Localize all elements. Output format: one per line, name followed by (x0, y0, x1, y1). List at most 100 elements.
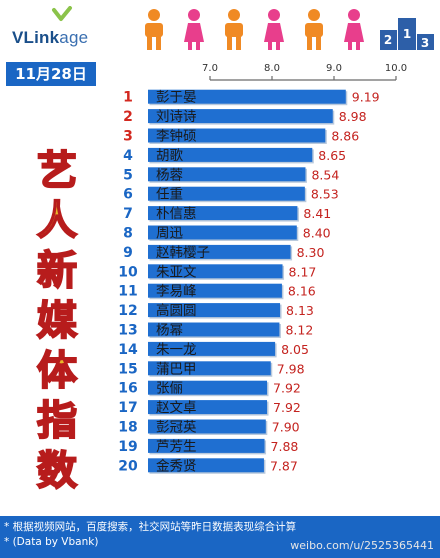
chart-row: 8 周迅 8.40 (123, 225, 331, 242)
rank-number: 14 (118, 342, 138, 358)
side-title-char: 媒 (36, 297, 78, 345)
bar (148, 361, 271, 376)
chart-row: 17 赵文卓 7.92 (118, 400, 301, 416)
rank-number: 20 (118, 458, 138, 474)
artist-name: 刘诗诗 (156, 109, 197, 125)
rank-number: 3 (123, 129, 133, 145)
x-tick-label: 9.0 (326, 63, 342, 74)
chart-row: 13 杨幂 8.12 (118, 322, 313, 339)
person-orange-icon-3 (305, 9, 323, 50)
bar (148, 186, 305, 201)
artist-name: 芦芳生 (156, 439, 197, 455)
chart-row: 1 彭于晏 9.19 (123, 89, 380, 106)
artist-name: 朴信惠 (156, 206, 197, 222)
artist-name: 李钟硕 (156, 128, 197, 145)
value-label: 7.92 (273, 381, 301, 396)
rank-number: 13 (118, 323, 137, 339)
value-label: 8.17 (289, 264, 317, 279)
artist-name: 彭冠英 (156, 419, 197, 436)
bar (148, 283, 282, 298)
chart-row: 14 朱一龙 8.05 (118, 341, 309, 358)
artist-name: 杨幂 (156, 323, 183, 339)
bar (148, 419, 266, 434)
chart-row: 11 李易峰 8.16 (118, 283, 316, 300)
bar (148, 89, 346, 104)
chart-row: 2 刘诗诗 8.98 (123, 109, 367, 125)
side-title-char: 艺 (36, 147, 78, 195)
side-title-char: 人 (36, 197, 78, 245)
rank-number: 18 (118, 420, 137, 436)
people-icon (145, 9, 364, 50)
value-label: 8.41 (303, 206, 331, 221)
value-label: 7.92 (273, 400, 301, 415)
value-label: 7.87 (270, 458, 298, 473)
rank-number: 6 (123, 187, 133, 203)
logo-suffix: age (59, 28, 89, 47)
bar (148, 458, 264, 473)
chart-row: 19 芦芳生 7.88 (118, 438, 299, 455)
rank-number: 17 (118, 400, 137, 416)
x-tick-label: 8.0 (264, 63, 280, 74)
rank-number: 15 (118, 361, 137, 377)
rank-number: 16 (118, 381, 137, 397)
x-axis: 7.0 8.0 9.0 10.0 (202, 63, 407, 81)
side-title-char: 新 (36, 247, 78, 295)
watermark: weibo.com/u/2525365441 (290, 539, 434, 552)
value-label: 7.90 (272, 420, 300, 435)
chart-rows: 1 彭于晏 9.19 2 刘诗诗 8.98 3 李钟硕 8.86 4 胡歌 8.65 5 杨蓉 8.54 6 任… (118, 89, 380, 474)
value-label: 8.05 (281, 342, 309, 357)
value-label: 8.12 (285, 323, 313, 338)
bar (148, 400, 268, 415)
podium-icon: 2 1 3 (380, 18, 434, 50)
value-label: 8.54 (311, 167, 339, 182)
chart-row: 9 赵韩樱子 8.30 (123, 244, 324, 261)
person-orange-icon-1 (145, 9, 163, 50)
footer-source: * (Data by Vbank) (4, 536, 99, 548)
bar (148, 147, 313, 162)
rank-number: 5 (123, 167, 133, 183)
value-label: 9.19 (352, 90, 380, 105)
side-title-char: 体 (36, 347, 78, 395)
person-pink-icon-3 (344, 9, 364, 50)
bar (148, 303, 281, 318)
bar (148, 322, 280, 337)
artist-name: 赵韩樱子 (156, 244, 210, 261)
rank-number: 11 (118, 284, 137, 300)
bar (148, 438, 265, 453)
value-label: 7.98 (277, 361, 305, 376)
bar (148, 206, 298, 221)
artist-name: 蒲巴甲 (156, 361, 197, 377)
chart-row: 6 任重 8.53 (123, 186, 339, 203)
bar (148, 341, 276, 356)
svg-text:3: 3 (421, 36, 429, 50)
side-title-char: 数 (36, 447, 78, 495)
value-label: 8.13 (286, 303, 314, 318)
date-label: 11月28日 (6, 62, 96, 86)
rank-number: 7 (123, 206, 133, 222)
rank-number: 1 (123, 90, 133, 106)
chart-row: 7 朴信惠 8.41 (123, 206, 331, 222)
value-label: 8.65 (318, 148, 346, 163)
artist-name: 朱一龙 (156, 342, 197, 358)
bar (148, 109, 333, 124)
value-label: 8.86 (331, 129, 359, 144)
chart-row: 18 彭冠英 7.90 (118, 419, 299, 436)
artist-name: 李易峰 (156, 284, 197, 300)
value-label: 7.88 (271, 439, 299, 454)
person-pink-icon-2 (264, 9, 284, 50)
chart-row: 16 张俪 7.92 (118, 380, 301, 397)
artist-name: 朱亚文 (156, 264, 197, 280)
vlinkage-logo (52, 6, 72, 21)
chart-row: 12 高圆圆 8.13 (118, 302, 314, 319)
bar (148, 244, 291, 259)
logo-prefix: VLink (12, 28, 60, 47)
footer-bar: * 根据视频网站，百度搜索，社交网站等昨日数据表现综合计算 * (Data by… (0, 516, 440, 558)
person-orange-icon-2 (225, 9, 243, 50)
artist-name: 周迅 (156, 226, 183, 242)
rank-number: 9 (123, 245, 133, 261)
chart-row: 10 朱亚文 8.17 (118, 264, 316, 280)
artist-name: 金秀贤 (156, 458, 197, 474)
chart-row: 20 金秀贤 7.87 (118, 458, 298, 474)
logo-text: VLinkage (12, 28, 88, 48)
